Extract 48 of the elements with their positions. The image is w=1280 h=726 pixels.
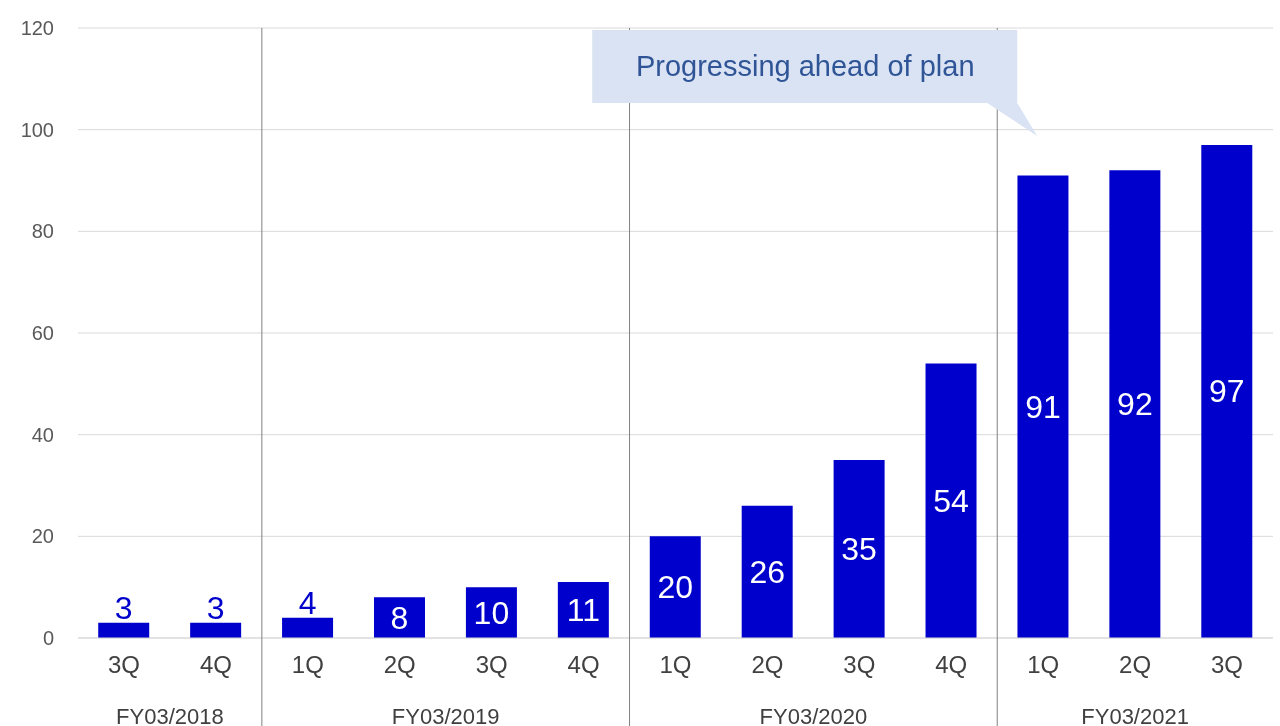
x-tick-label: 2Q (1119, 651, 1152, 679)
x-tick-label: 4Q (199, 651, 232, 679)
bar (282, 617, 334, 638)
y-tick-label: 80 (31, 220, 54, 243)
data-label: 3 (206, 589, 225, 626)
data-label: 97 (1209, 373, 1245, 410)
text: FY03/2021 (1081, 704, 1189, 726)
data-label: 54 (933, 482, 969, 519)
data-label: 3 (114, 589, 133, 626)
data-label: 35 (841, 531, 877, 568)
y-tick-label: 40 (31, 423, 54, 446)
data-label: 8 (390, 599, 409, 636)
x-tick-label: 4Q (567, 651, 600, 679)
text: FY03/2019 (391, 704, 500, 726)
text: FY03/2020 (759, 704, 868, 726)
data-label: 92 (1117, 386, 1153, 423)
bar (190, 622, 242, 638)
bar (1201, 144, 1253, 638)
bar (1109, 170, 1161, 638)
data-label: 10 (473, 594, 510, 631)
annotation: Progressing ahead of plan (635, 50, 975, 82)
x-tick-label: 1Q (659, 651, 692, 679)
x-tick-label: 4Q (935, 651, 968, 679)
bar (741, 505, 793, 638)
data-label: 4 (298, 584, 317, 621)
y-tick-label: 20 (31, 525, 54, 548)
data-label: 26 (749, 553, 785, 590)
bar (925, 363, 977, 638)
data-label: 91 (1025, 388, 1061, 425)
x-tick-label: 3Q (107, 651, 140, 679)
x-tick-label: 1Q (291, 651, 324, 679)
y-tick-label: 100 (20, 118, 54, 141)
bar (649, 536, 701, 638)
bar (1017, 175, 1069, 638)
x-tick-label: 2Q (383, 651, 416, 679)
bar (833, 460, 885, 638)
x-tick-label: 1Q (1027, 651, 1060, 679)
data-label: 20 (657, 569, 694, 606)
x-tick-label: 3Q (475, 651, 508, 679)
x-tick-label: 2Q (751, 651, 784, 679)
data-label: 11 (566, 592, 600, 629)
text: FY03/2018 (116, 704, 224, 726)
x-tick-label: 3Q (1211, 651, 1244, 679)
y-tick-label: 0 (42, 627, 54, 650)
y-tick-label: 60 (31, 322, 54, 345)
x-tick-label: 3Q (843, 651, 876, 679)
y-tick-label: 120 (20, 17, 54, 40)
bar (98, 622, 150, 638)
